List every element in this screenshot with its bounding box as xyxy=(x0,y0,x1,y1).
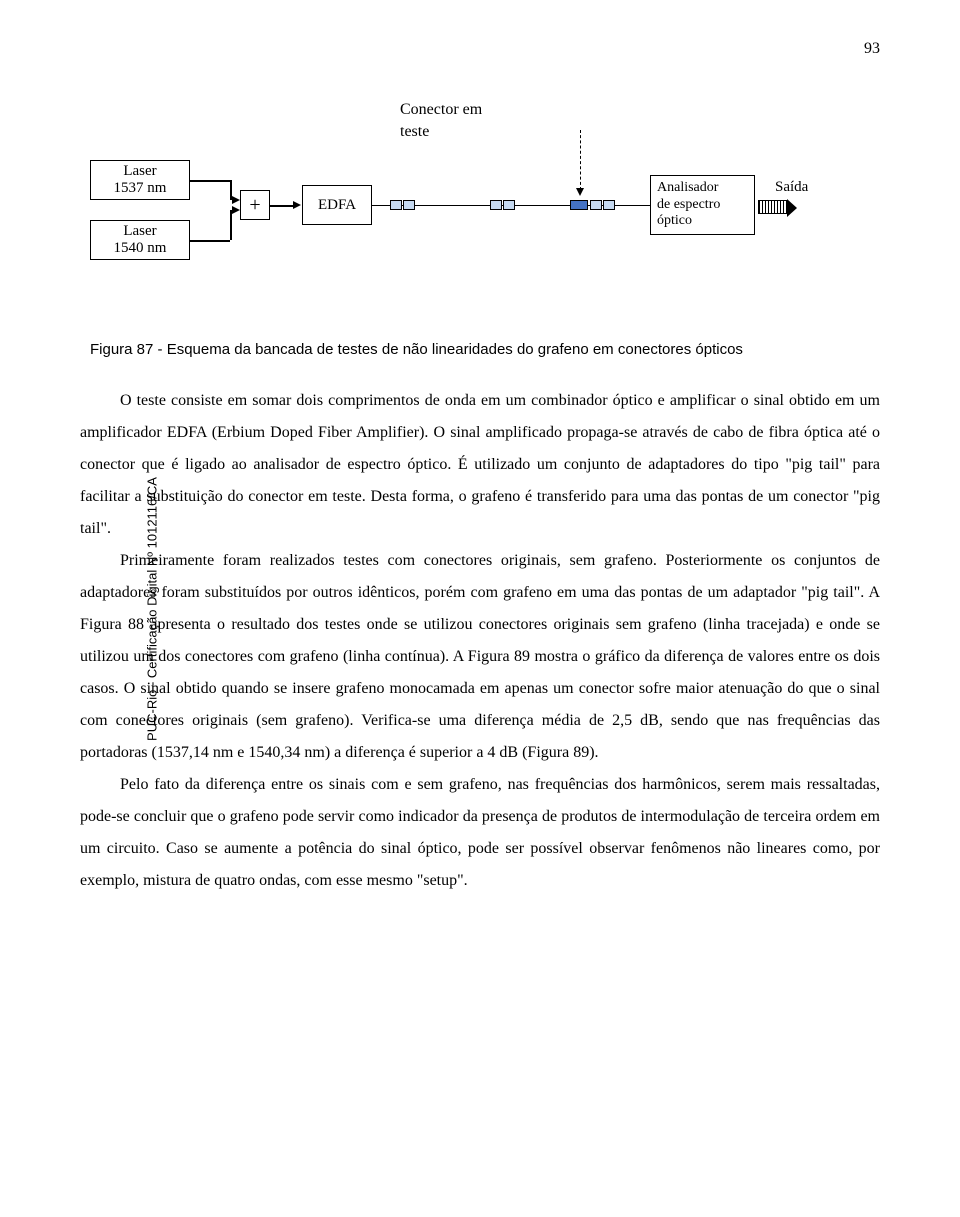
connector-1 xyxy=(390,200,415,210)
laser2-nm: 1540 nm xyxy=(114,240,167,257)
connector-under-test xyxy=(570,200,588,210)
saida-label: Saída xyxy=(775,178,808,198)
page-number: 93 xyxy=(864,40,880,58)
analisador-l1: Analisador xyxy=(657,180,718,197)
analisador-l3: óptico xyxy=(657,213,692,230)
analisador-box: Analisador de espectro óptico xyxy=(650,175,755,235)
connector-block xyxy=(390,200,402,210)
connector-block xyxy=(490,200,502,210)
paragraph-1: O teste consiste em somar dois comprimen… xyxy=(80,385,880,545)
plus-box: + xyxy=(240,190,270,220)
line-laser2-out xyxy=(190,240,230,242)
conector-label-l1: Conector em xyxy=(400,100,482,121)
line-laser1-out xyxy=(190,180,230,182)
line-laser2-up xyxy=(230,210,232,240)
dashed-pointer-head xyxy=(576,188,584,196)
paragraph-2: Primeiramente foram realizados testes co… xyxy=(80,545,880,769)
vertical-certification-label: PUC-Rio - Certificação Digital Nº 101211… xyxy=(144,477,159,741)
connector-3 xyxy=(590,200,615,210)
figure-87-caption: Figura 87 - Esquema da bancada de testes… xyxy=(90,340,830,360)
connector-block xyxy=(590,200,602,210)
arrow-plus-edfa xyxy=(293,201,301,209)
laser2-label: Laser xyxy=(123,223,156,240)
laser2-box: Laser 1540 nm xyxy=(90,220,190,260)
connector-block xyxy=(503,200,515,210)
dashed-pointer xyxy=(580,130,581,190)
line-plus-edfa xyxy=(270,205,295,207)
arrow-laser2-to-plus xyxy=(232,206,240,214)
connector-block xyxy=(403,200,415,210)
connector-block xyxy=(603,200,615,210)
output-arrow xyxy=(758,200,788,214)
conector-label-l2: teste xyxy=(400,122,429,143)
arrow-laser1-to-plus xyxy=(232,196,240,204)
laser1-label: Laser xyxy=(123,163,156,180)
connector-block-filled xyxy=(570,200,588,210)
laser1-box: Laser 1537 nm xyxy=(90,160,190,200)
analisador-l2: de espectro xyxy=(657,197,720,214)
paragraph-3: Pelo fato da diferença entre os sinais c… xyxy=(80,769,880,897)
figure-87-diagram: Conector em teste Laser 1537 nm Laser 15… xyxy=(90,100,870,340)
laser1-nm: 1537 nm xyxy=(114,180,167,197)
body-text: O teste consiste em somar dois comprimen… xyxy=(80,385,880,897)
connector-2 xyxy=(490,200,515,210)
edfa-box: EDFA xyxy=(302,185,372,225)
